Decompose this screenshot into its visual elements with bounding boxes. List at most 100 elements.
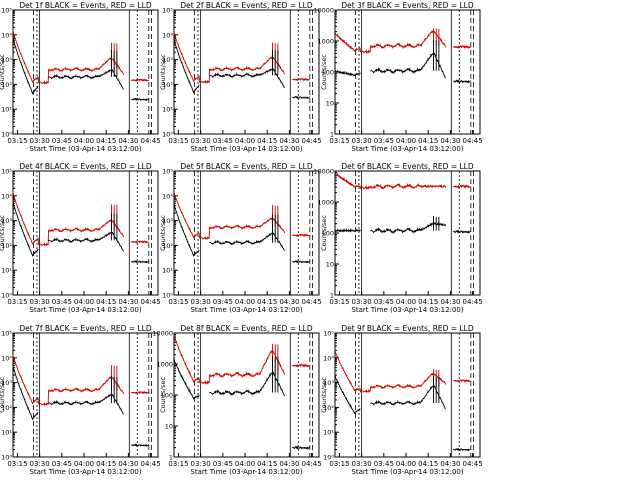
panel-det-3: Det 3f BLACK = Events, RED = LLD Counts/s…: [313, 1, 482, 153]
y-axis-label: Counts/sec: [159, 54, 167, 90]
y-tick-label: 10³: [1, 56, 12, 64]
x-axis-label: Start Time (03-Apr-14 03:12:00): [351, 468, 463, 476]
x-tick-label: 04:30: [440, 298, 460, 306]
x-tick-label: 03:15: [7, 298, 27, 306]
y-tick-label: 10¹: [162, 267, 173, 275]
y-tick-label: 10⁵: [162, 168, 173, 176]
panel-det-1: Det 1f BLACK = Events, RED = LLD Counts/s…: [0, 1, 161, 153]
panel-title: Det 4f BLACK = Events, RED = LLD: [19, 162, 152, 171]
x-tick-label: 04:15: [418, 137, 438, 145]
plot-frame: [334, 332, 481, 458]
x-tick-label: 04:00: [74, 137, 94, 145]
x-tick-label: 04:30: [440, 137, 460, 145]
x-tick-label: 03:45: [52, 137, 72, 145]
y-axis-label: Counts/sec: [159, 377, 167, 413]
panel-det-8: Det 8f BLACK = Events, RED = LLD Counts/s…: [152, 324, 321, 476]
y-tick-label: 10³: [1, 379, 12, 387]
x-tick-label: 04:15: [418, 298, 438, 306]
x-tick-label: 03:45: [374, 298, 394, 306]
y-axis-label: Counts/sec: [0, 377, 6, 413]
y-axis-label: Counts/sec: [0, 215, 6, 251]
x-tick-label: 03:30: [352, 460, 372, 468]
x-tick-label: 04:00: [235, 460, 255, 468]
y-axis-label: Counts/sec: [0, 54, 6, 90]
y-tick-label: 10⁰: [1, 454, 12, 462]
y-tick-label: 10⁴: [162, 31, 173, 39]
panel-title: Det 8f BLACK = Events, RED = LLD: [180, 324, 313, 333]
x-tick-label: 03:15: [329, 137, 349, 145]
y-tick-label: 10²: [162, 81, 173, 89]
lld-series-line: [173, 31, 310, 84]
panel-title: Det 6f BLACK = Events, RED = LLD: [341, 162, 474, 171]
y-tick-label: 10⁴: [1, 354, 12, 362]
x-tick-label: 03:30: [352, 298, 372, 306]
y-tick-label: 10¹: [1, 106, 12, 114]
x-tick-label: 03:15: [7, 137, 27, 145]
events-series-line: [173, 358, 311, 450]
y-tick-label: 10000: [152, 330, 173, 338]
x-axis-label: Start Time (03-Apr-14 03:12:00): [190, 306, 302, 314]
y-tick-label: 10⁰: [162, 292, 173, 300]
x-tick-label: 03:45: [213, 137, 233, 145]
x-tick-label: 04:00: [396, 298, 416, 306]
plot-frame: [173, 170, 320, 296]
x-tick-label: 04:45: [141, 460, 161, 468]
y-tick-label: 10: [165, 423, 173, 431]
x-tick-label: 03:30: [30, 137, 50, 145]
plot-frame: [12, 332, 159, 458]
x-axis-label: Start Time (03-Apr-14 03:12:00): [351, 306, 463, 314]
panel-det-5: Det 5f BLACK = Events, RED = LLD Counts/s…: [159, 162, 322, 314]
x-tick-label: 04:15: [257, 137, 277, 145]
y-tick-label: 10⁵: [1, 7, 12, 15]
y-tick-label: 100: [322, 69, 334, 77]
y-tick-label: 10¹: [162, 106, 173, 114]
y-tick-label: 10²: [162, 242, 173, 250]
y-tick-label: 10²: [1, 404, 12, 412]
y-tick-label: 10⁴: [1, 31, 12, 39]
x-tick-label: 03:30: [30, 298, 50, 306]
x-tick-label: 03:30: [352, 137, 372, 145]
x-tick-label: 03:15: [168, 460, 188, 468]
x-tick-label: 04:45: [463, 137, 483, 145]
panel-title: Det 3f BLACK = Events, RED = LLD: [341, 1, 474, 10]
x-tick-label: 04:45: [302, 137, 322, 145]
x-tick-label: 03:15: [168, 137, 188, 145]
panel-title: Det 1f BLACK = Events, RED = LLD: [19, 1, 152, 10]
y-tick-label: 10⁰: [1, 131, 12, 139]
x-tick-label: 04:30: [118, 137, 138, 145]
x-tick-label: 04:00: [74, 460, 94, 468]
x-tick-label: 04:30: [118, 298, 138, 306]
x-tick-label: 03:15: [7, 460, 27, 468]
y-tick-label: 10⁰: [323, 454, 334, 462]
lld-series-line: [334, 172, 471, 191]
panel-title: Det 2f BLACK = Events, RED = LLD: [180, 1, 313, 10]
x-tick-label: 04:30: [279, 460, 299, 468]
y-tick-label: 10⁴: [162, 192, 173, 200]
panel-det-9: Det 9f BLACK = Events, RED = LLD Counts/s…: [320, 324, 483, 476]
panel-title: Det 7f BLACK = Events, RED = LLD: [19, 324, 152, 333]
x-tick-label: 03:15: [329, 298, 349, 306]
y-tick-label: 10²: [1, 242, 12, 250]
plot-frame: [173, 332, 320, 458]
y-tick-label: 10²: [323, 404, 334, 412]
y-tick-label: 10⁵: [162, 7, 173, 15]
y-tick-label: 10⁰: [162, 131, 173, 139]
x-tick-label: 04:45: [463, 460, 483, 468]
x-tick-label: 04:00: [396, 460, 416, 468]
y-axis-label: Counts/sec: [320, 215, 328, 251]
x-tick-label: 03:30: [30, 460, 50, 468]
y-tick-label: 10¹: [1, 429, 12, 437]
y-tick-label: 1: [169, 454, 173, 462]
x-tick-label: 03:45: [52, 460, 72, 468]
y-tick-label: 10⁵: [1, 330, 12, 338]
y-tick-label: 1: [330, 131, 334, 139]
x-tick-label: 04:30: [118, 460, 138, 468]
lld-series-line: [173, 192, 310, 240]
y-tick-label: 10⁰: [1, 292, 12, 300]
lld-series-line: [173, 334, 310, 385]
x-tick-label: 04:15: [257, 298, 277, 306]
x-tick-label: 03:15: [329, 460, 349, 468]
x-tick-label: 04:15: [257, 460, 277, 468]
x-tick-label: 04:45: [141, 298, 161, 306]
